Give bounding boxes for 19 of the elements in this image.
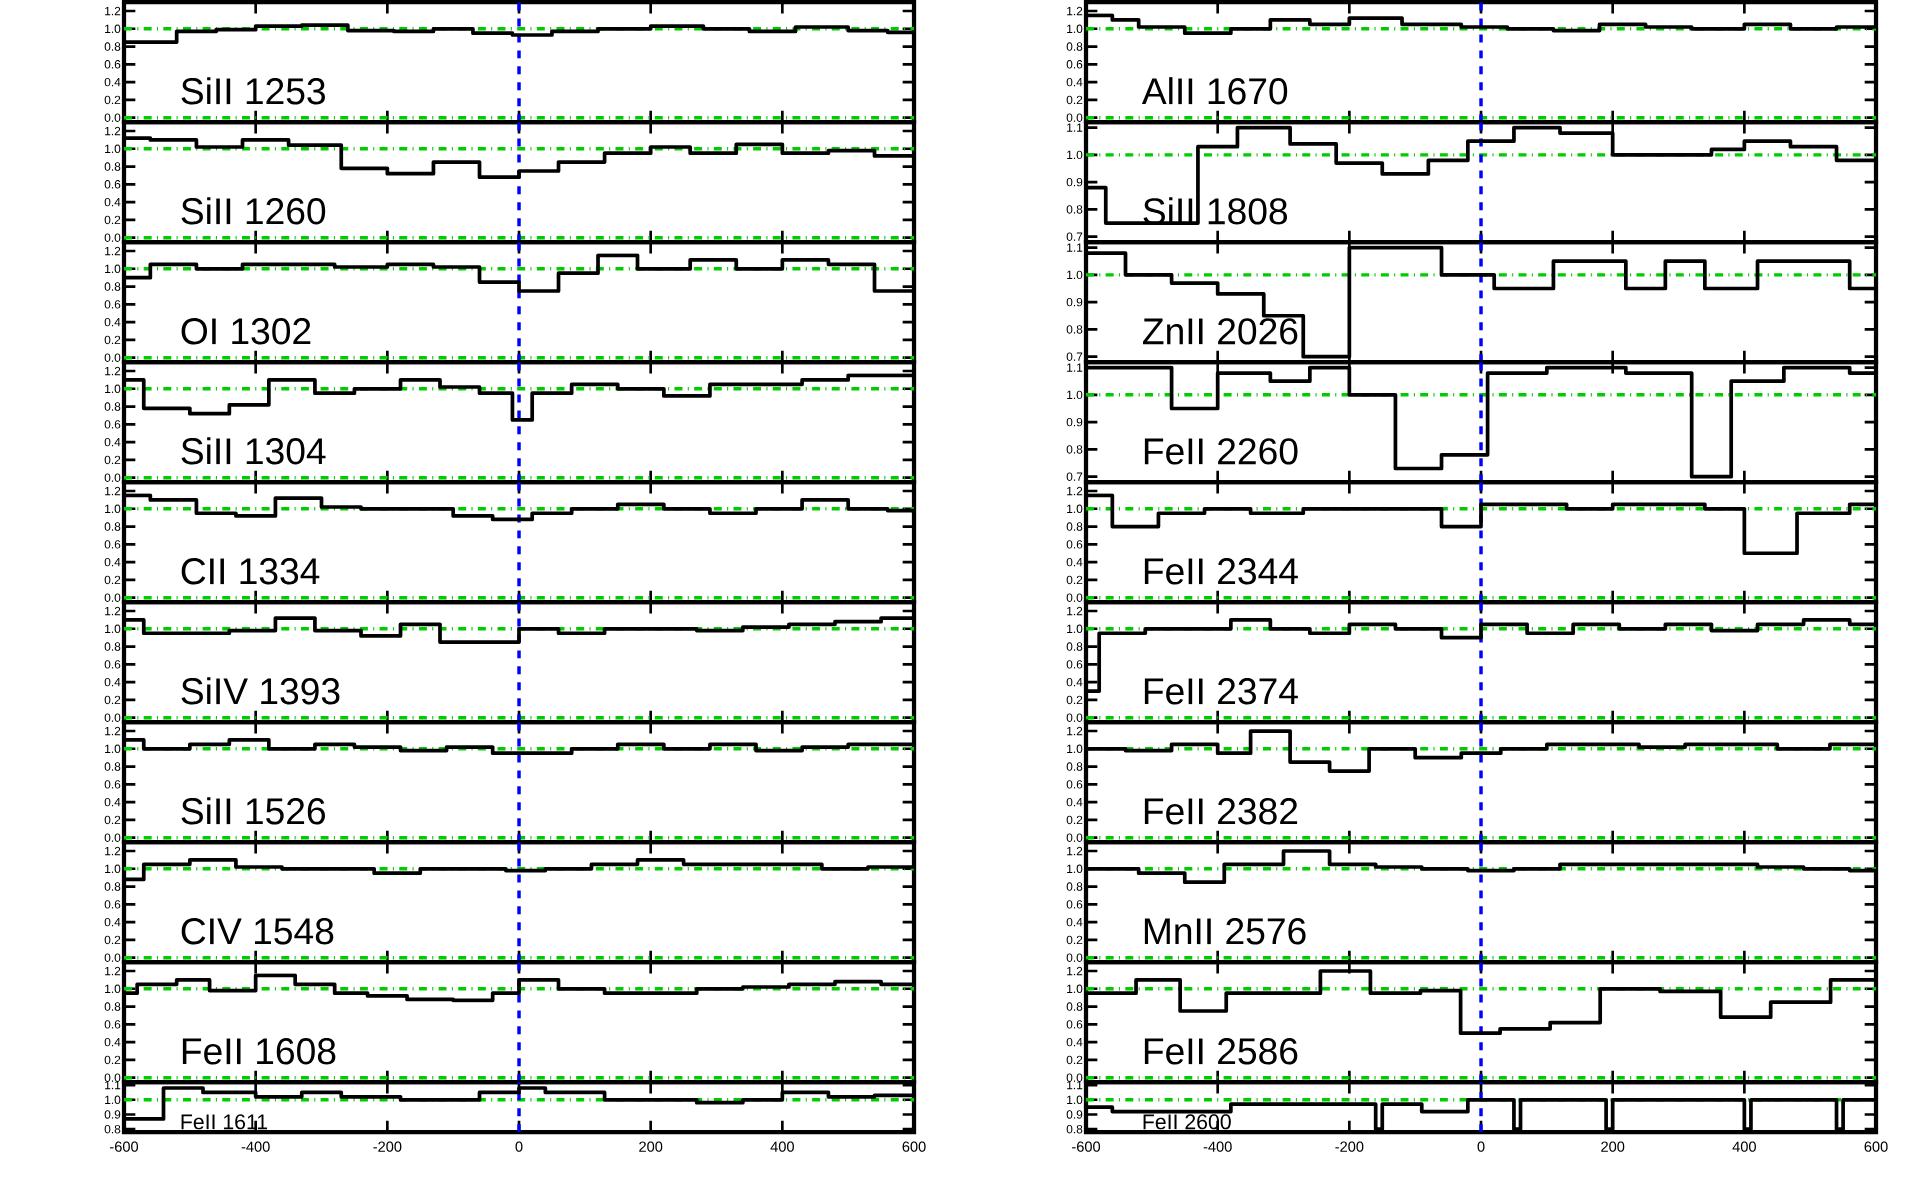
text: CIV 1548: [181, 918, 334, 945]
text: ZnII 2026: [1143, 318, 1298, 345]
text: AlII 1670: [1141, 77, 1288, 105]
text: OI 1302: [181, 318, 311, 345]
text: SiII 1526: [181, 797, 325, 825]
text: FeII 2382: [1144, 798, 1298, 825]
text: CII 1334: [181, 558, 320, 585]
text: SiIV 1393: [181, 677, 340, 705]
text: FeII 2374: [1144, 678, 1298, 705]
text: SiII 1253: [181, 77, 325, 105]
text: MnII 2576: [1144, 918, 1306, 945]
text: FeII 1611: [181, 1114, 268, 1130]
text: SiII 1260: [181, 197, 326, 225]
text: FeII 2586: [1144, 1038, 1298, 1065]
text: SiII 1304: [181, 437, 326, 465]
text: FeII 2344: [1144, 558, 1298, 585]
text: FeII 2260: [1144, 438, 1298, 465]
text: FeII 1608: [182, 1038, 336, 1065]
text: FeII 2600: [1143, 1114, 1231, 1130]
